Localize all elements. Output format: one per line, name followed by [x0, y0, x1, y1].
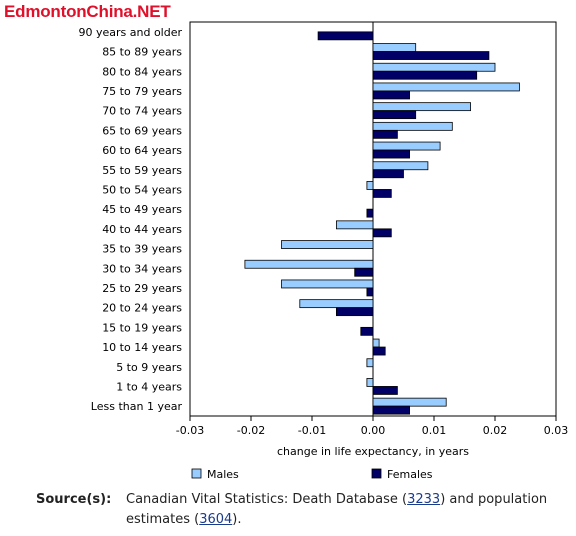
category-label: 50 to 54 years [102, 183, 182, 196]
source-link-3233[interactable]: 3233 [407, 492, 441, 507]
category-label: 65 to 69 years [102, 124, 182, 137]
category-label: 75 to 79 years [102, 85, 182, 98]
category-label: 35 to 39 years [102, 243, 182, 256]
bar-males [372, 43, 417, 52]
bar-males [372, 102, 471, 112]
bar-males [372, 62, 496, 72]
bar-females [372, 228, 392, 238]
bar-females [366, 287, 374, 297]
category-label: 20 to 24 years [102, 302, 182, 315]
bar-females [360, 326, 374, 336]
category-label: 45 to 49 years [102, 203, 182, 216]
x-tick-label: 0.01 [422, 424, 447, 437]
category-label: 40 to 44 years [102, 223, 182, 236]
legend-label-males: Males [207, 468, 239, 481]
source-link-3604[interactable]: 3604 [199, 512, 233, 527]
category-label: 15 to 19 years [102, 321, 182, 334]
x-tick-label: -0.02 [237, 424, 265, 437]
legend-swatch-males [191, 468, 202, 479]
bar-males [281, 240, 374, 249]
bar-females [372, 346, 386, 356]
bar-females [372, 90, 410, 100]
source-text: Canadian Vital Statistics: Death Databas… [126, 490, 566, 530]
bar-females [372, 169, 404, 179]
category-label: 60 to 64 years [102, 144, 182, 157]
bar-males [335, 220, 374, 230]
source-text-2: ) and population estimates ( [126, 492, 548, 527]
bar-males [372, 121, 453, 131]
category-label: 30 to 34 years [102, 262, 182, 275]
category-labels: 90 years and older 85 to 89 years 80 to 84… [78, 26, 182, 413]
site-logo: EdmontonChina.NET [4, 2, 171, 21]
category-label: 1 to 4 years [116, 380, 182, 393]
bar-females [372, 189, 392, 198]
x-tick-label: -0.01 [298, 424, 326, 437]
bar-females [354, 267, 374, 277]
bar-females [372, 386, 398, 395]
category-label: 10 to 14 years [102, 341, 182, 354]
category-label: 5 to 9 years [116, 361, 182, 374]
x-tick-label: 0.03 [544, 424, 569, 437]
bar-females [372, 51, 490, 60]
x-tick-label: 0.00 [361, 424, 386, 437]
bar-males [366, 378, 374, 387]
bar-males [372, 82, 520, 92]
category-label: 55 to 59 years [102, 164, 182, 177]
legend: Males Females [191, 468, 433, 481]
category-label: Less than 1 year [91, 400, 183, 413]
bar-females [372, 405, 410, 415]
legend-label-females: Females [387, 468, 433, 481]
source-text-3: ). [232, 512, 242, 527]
bar-males [372, 338, 380, 348]
bar-females [372, 70, 478, 80]
source-label: Source(s): [36, 492, 112, 507]
x-tick-label: 0.02 [483, 424, 508, 437]
bar-females [372, 129, 398, 139]
category-label: 70 to 74 years [102, 105, 182, 118]
bar-females [335, 307, 374, 317]
life-expectancy-bar-chart: 90 years and older 85 to 89 years 80 to 84… [78, 21, 568, 481]
bar-males [372, 397, 447, 407]
bar-males [366, 181, 374, 190]
category-label: 85 to 89 years [102, 46, 182, 59]
source-text-1: Canadian Vital Statistics: Death Databas… [126, 492, 408, 507]
x-tick-label: -0.03 [176, 424, 204, 437]
x-axis-ticks: -0.03 -0.02 -0.01 0.00 0.01 0.02 0.03 [176, 416, 568, 437]
bar-males [244, 259, 374, 269]
bar-females [372, 110, 417, 120]
bar-males [366, 358, 374, 368]
bar-females [372, 149, 410, 159]
bar-females [366, 208, 374, 218]
x-axis-title: change in life expectancy, in years [277, 445, 469, 458]
category-label: 90 years and older [78, 26, 182, 39]
plot-area [189, 21, 557, 417]
category-label: 25 to 29 years [102, 282, 182, 295]
legend-swatch-females [371, 468, 382, 479]
bar-males [299, 299, 374, 309]
bar-males [281, 279, 374, 289]
category-label: 80 to 84 years [102, 65, 182, 78]
bar-females [317, 31, 374, 41]
bar-males [372, 161, 429, 171]
bars-group [244, 31, 520, 415]
bar-males [372, 141, 441, 151]
